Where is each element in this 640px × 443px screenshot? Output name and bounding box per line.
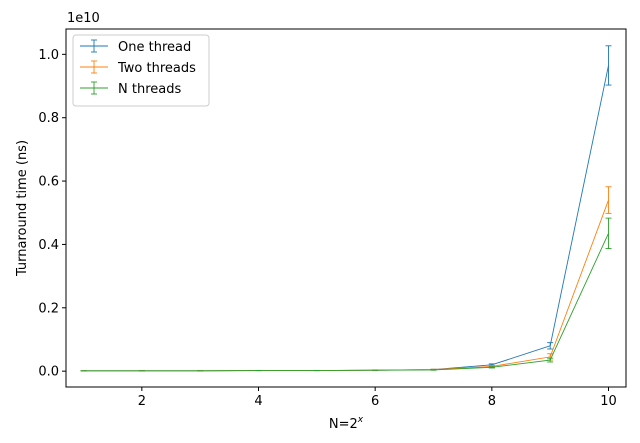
x-axis-label-base: N=2 xyxy=(329,417,358,432)
legend-entry: One thread xyxy=(80,39,191,55)
legend-label: N threads xyxy=(118,82,181,97)
error-bar xyxy=(547,342,554,350)
y-tick-label: 0.4 xyxy=(38,238,59,253)
error-bar xyxy=(605,217,612,250)
x-tick-label: 6 xyxy=(371,394,379,409)
error-bar xyxy=(547,357,554,363)
y-axis: 0.0 0.2 0.4 0.6 0.8 1.0 xyxy=(38,48,66,380)
legend-entry: Two threads xyxy=(80,60,196,76)
x-axis-label: N=2x xyxy=(329,415,364,432)
plot-content xyxy=(80,45,612,372)
y-offset-label: 1e10 xyxy=(67,11,100,26)
x-tick-label: 2 xyxy=(138,394,146,409)
x-tick-label: 8 xyxy=(488,394,496,409)
y-tick-label: 0.8 xyxy=(38,111,59,126)
legend-label: Two threads xyxy=(117,61,196,76)
y-tick-label: 1.0 xyxy=(38,48,59,63)
legend: One thread Two threads N threads xyxy=(72,34,210,107)
plot-frame xyxy=(65,28,627,388)
error-bar xyxy=(605,45,612,86)
legend-entry: N threads xyxy=(80,81,181,97)
x-axis-label-superscript: x xyxy=(357,415,364,425)
x-tick-label: 10 xyxy=(600,394,617,409)
error-bar xyxy=(488,366,495,369)
series-2 xyxy=(80,186,612,372)
legend-label: One thread xyxy=(118,40,191,55)
error-bar xyxy=(430,369,437,371)
y-tick-label: 0.6 xyxy=(38,175,59,190)
x-axis: 2 4 6 8 10 xyxy=(138,387,617,409)
y-tick-label: 0.2 xyxy=(38,301,59,316)
series-line xyxy=(83,199,609,372)
series-3 xyxy=(80,217,612,372)
x-tick-label: 4 xyxy=(254,394,262,409)
y-axis-label: Turnaround time (ns) xyxy=(15,140,30,277)
series-line xyxy=(83,233,609,372)
series-line xyxy=(83,65,609,372)
y-tick-label: 0.0 xyxy=(38,365,59,380)
error-bar xyxy=(605,186,612,214)
